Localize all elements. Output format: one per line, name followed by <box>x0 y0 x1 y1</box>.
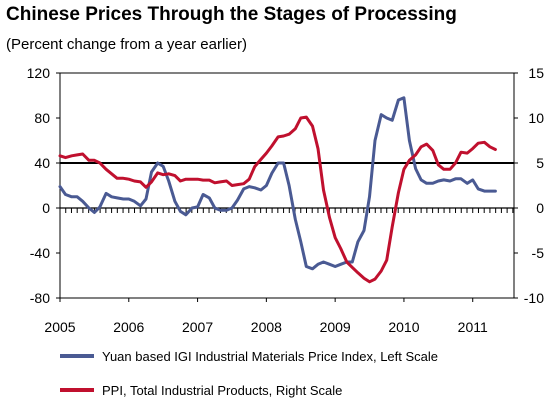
series-line-2 <box>58 115 497 284</box>
legend-label-series-1: Yuan based IGI Industrial Materials Pric… <box>102 348 439 364</box>
y-right-tick-label: 0 <box>536 200 544 216</box>
series-line-1 <box>58 96 497 271</box>
legend-item-series-1: Yuan based IGI Industrial Materials Pric… <box>60 346 438 366</box>
y-left-tick-label: 0 <box>42 200 50 216</box>
legend-label-series-2: PPI, Total Industrial Products, Right Sc… <box>102 382 343 398</box>
y-left-tick-label: -80 <box>30 290 50 306</box>
y-left-tick-label: 120 <box>27 65 51 81</box>
y-right-tick-label: -10 <box>524 290 544 306</box>
y-right-tick-label: 10 <box>528 110 544 126</box>
y-left-tick-label: 40 <box>34 155 50 171</box>
chart-subtitle: (Percent change from a year earlier) <box>6 36 247 53</box>
y-right-tick-label: 5 <box>536 155 544 171</box>
x-tick-label: 2008 <box>251 319 282 335</box>
x-tick-label: 2009 <box>320 319 351 335</box>
x-tick-label: 2010 <box>388 319 419 335</box>
y-left-tick-label: -40 <box>30 245 50 261</box>
x-tick-label: 2007 <box>182 319 213 335</box>
y-right-tick-label: -5 <box>532 245 545 261</box>
plot-frame <box>59 72 515 299</box>
legend-item-series-2: PPI, Total Industrial Products, Right Sc… <box>60 380 438 400</box>
y-left-tick-label: 80 <box>34 110 50 126</box>
legend-swatch-series-2 <box>60 388 94 392</box>
x-tick-label: 2006 <box>113 319 144 335</box>
x-tick-label: 2005 <box>44 319 75 335</box>
chart-legend: Yuan based IGI Industrial Materials Pric… <box>60 346 438 414</box>
x-tick-label: 2011 <box>458 319 488 335</box>
y-right-tick-label: 15 <box>528 65 544 81</box>
chart-title: Chinese Prices Through the Stages of Pro… <box>6 4 457 25</box>
legend-swatch-series-1 <box>60 354 94 358</box>
